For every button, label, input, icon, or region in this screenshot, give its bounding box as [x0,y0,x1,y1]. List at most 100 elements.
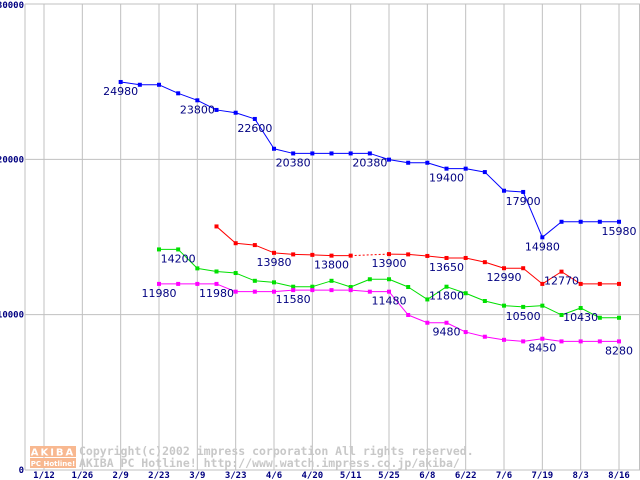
series-magenta-point [425,320,430,325]
series-group [118,79,622,344]
series-magenta-point [463,330,468,335]
series-red-segment [273,252,294,255]
series-blue-point [252,116,257,121]
series-green-point [578,305,583,310]
series-blue-segment [427,162,447,170]
series-blue-segment [484,171,505,192]
series-magenta-point [444,320,449,325]
data-label: 11980 [199,287,234,300]
series-green-segment [235,272,256,282]
series-blue-point [118,79,123,84]
data-label: 23800 [180,103,215,116]
x-tick-label: 3/9 [189,471,205,480]
series-green-segment [331,280,351,288]
series-green-segment [177,249,198,269]
series-green-segment [542,305,562,316]
series-red-point [425,253,430,258]
series-blue-segment [120,81,140,86]
series-blue-point [387,157,392,162]
series-red-segment [312,254,332,257]
series-red-point [521,266,526,271]
series-green-point [252,278,257,283]
series-magenta-point [597,339,602,344]
data-label: 14980 [525,240,560,253]
series-green-segment [254,280,275,283]
series-green-segment [523,305,543,308]
series-magenta-point [157,281,162,286]
series-magenta-point [348,288,353,293]
series-red-point [252,243,257,248]
data-label: 10430 [563,311,598,324]
x-tick-label: 4/20 [301,471,323,480]
series-blue-point [578,219,583,224]
series-blue-point [367,151,372,156]
logo-top-box [30,446,76,457]
series-blue-segment [197,99,217,111]
series-blue-segment [465,168,485,173]
series-magenta-point [329,288,334,293]
series-green-point [502,303,507,308]
series-magenta [157,281,622,344]
series-blue-segment [522,191,543,238]
series-red-segment [465,257,485,263]
series-green-point [272,280,277,285]
data-label: 13650 [429,261,464,274]
data-label: 9480 [433,326,461,339]
series-blue-segment [158,84,179,94]
series-blue-point [444,166,449,171]
series-red-segment [542,271,562,285]
series-blue-point [137,82,142,87]
series-red-point [310,252,315,257]
y-tick-label: 0 [19,466,24,476]
series-red-point [444,255,449,260]
data-label: 14200 [161,252,196,265]
series-magenta-segment [350,289,370,293]
series-green-point [617,315,622,320]
x-tick-label: 6/22 [455,471,477,480]
series-green-segment [465,292,486,302]
series-blue-segment [177,92,198,101]
series-green-point [310,284,315,289]
series-green-point [521,304,526,309]
series-green-segment [273,281,294,288]
series-magenta-point [617,339,622,344]
series-green-point [291,284,296,289]
series-red [214,224,622,286]
series-red-segment [427,255,447,259]
y-tick-label: 10000 [0,311,24,321]
data-labels: 24980 23800 22600 20380 20380 19400 17900 14980… [103,85,636,357]
series-blue-segment [369,152,390,161]
series-green-segment [216,270,236,274]
x-tick-label: 6/8 [419,471,435,480]
series-blue-segment [273,148,294,154]
data-label: 15980 [602,225,637,238]
series-red-point [291,252,296,257]
series-magenta-point [387,289,392,294]
data-label: 8450 [528,342,556,355]
series-blue [118,79,622,240]
series-magenta-point [214,281,219,286]
series-blue-segment [503,190,524,193]
series-green-segment [561,307,581,316]
series-magenta-point [482,334,487,339]
series-green-point [406,285,411,290]
series-green-point [157,247,162,252]
series-blue-point [425,160,430,165]
series-magenta-segment [407,314,428,324]
series-magenta-point [252,289,257,294]
x-tick-label: 2/9 [113,471,129,480]
x-tick-label: 4/6 [266,471,282,480]
series-blue-point [195,98,200,103]
series-green-segment [388,278,409,288]
x-tick-label: 3/23 [225,471,247,480]
series-green-segment [484,300,505,307]
series-magenta-segment [446,322,466,333]
series-blue-point [233,110,238,115]
series-magenta-point [578,339,583,344]
logo-top-text: AKIBA [31,448,76,459]
series-magenta-point [233,289,238,294]
series-green-point [463,291,468,296]
series-blue-point [617,219,622,224]
series-magenta-segment [273,289,294,293]
